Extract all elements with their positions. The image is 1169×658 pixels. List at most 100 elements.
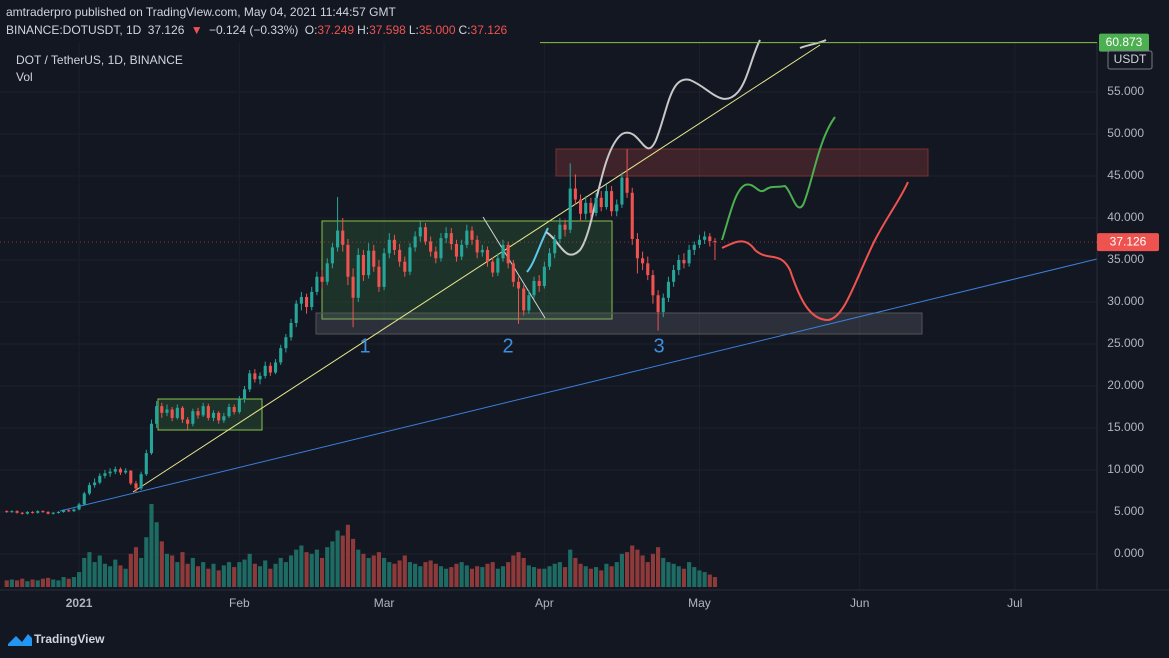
volume-bar [299, 545, 304, 587]
volume-bar [108, 566, 113, 587]
volume-bar [325, 547, 330, 587]
candle-body [93, 482, 97, 486]
candle-body [155, 406, 159, 424]
volume-bar [175, 562, 180, 587]
last-price-box [1097, 233, 1159, 252]
legend-volume: Vol [16, 70, 33, 84]
candle-body [299, 296, 303, 304]
volume-bar [66, 578, 71, 587]
volume-bar [247, 553, 252, 587]
volume-bar [645, 562, 650, 587]
volume-bar [454, 563, 459, 587]
volume-bar [681, 568, 687, 587]
volume-bar [82, 557, 87, 587]
volume-bar [500, 566, 506, 587]
volume-bar [707, 574, 712, 587]
resistance-box [555, 148, 929, 177]
candle-body [429, 241, 433, 252]
candle-body [511, 263, 515, 282]
currency-label: USDT [1114, 52, 1147, 66]
candle-body [584, 202, 588, 214]
candle-body [25, 511, 29, 514]
candle-body [113, 469, 117, 472]
candle-body [232, 406, 236, 413]
volume-bar [702, 572, 707, 587]
level-label: 60.873 [1106, 35, 1143, 49]
candle-body [227, 406, 231, 417]
volume-bar [438, 566, 444, 587]
volume-bar [552, 563, 557, 587]
candle-body [139, 474, 143, 489]
candle-body [408, 247, 412, 272]
volume-bar [133, 547, 139, 587]
volume-bar [397, 560, 402, 587]
y-tick-label: 20.000 [1107, 378, 1144, 392]
publish-line: amtraderpro published on TradingView.com… [6, 5, 399, 19]
candle-body [491, 261, 495, 273]
candle-body [610, 191, 614, 212]
candle-body [222, 416, 226, 421]
volume-bar [97, 555, 102, 587]
candle-body [527, 295, 531, 311]
candle-body [305, 296, 309, 308]
candle-body [651, 275, 655, 296]
volume-bar [547, 566, 552, 587]
candle-body [434, 251, 438, 259]
volume-bar [35, 580, 40, 587]
volume-bar [232, 567, 237, 587]
volume-bar [14, 580, 20, 587]
projection-curve [721, 181, 909, 322]
candle-body [398, 249, 402, 262]
volume-bar [335, 530, 340, 587]
candle-body [661, 297, 665, 313]
candle-body [635, 238, 639, 259]
volume-bar [268, 568, 273, 587]
volume-bar [190, 557, 195, 587]
volume-bar [351, 538, 356, 587]
candle-body [485, 249, 490, 262]
candle-body [547, 253, 552, 267]
volume-bar [283, 562, 288, 587]
candle-body [124, 470, 128, 473]
candle-body [501, 244, 505, 259]
candle-body [15, 511, 19, 513]
candle-body [387, 239, 391, 254]
currency-box [1107, 50, 1153, 70]
candle-body [211, 412, 216, 418]
volume-bar [164, 553, 170, 587]
candle-body [310, 291, 314, 308]
volume-bar [273, 563, 278, 587]
footer-brand: TradingView [34, 632, 105, 646]
volume-bar [526, 565, 531, 587]
candle-body [294, 303, 298, 323]
volume-bar [537, 568, 542, 587]
volume-bar [671, 563, 676, 587]
ohlc: O:37.249 H:37.598 L:35.000 C:37.126 [305, 23, 511, 37]
candle-body [703, 236, 707, 240]
volume-bar [61, 577, 66, 587]
candle-body [682, 259, 686, 264]
volume-bar [77, 572, 82, 587]
last-price-label: 37.126 [1110, 234, 1147, 248]
volume-bar [630, 545, 635, 587]
volume-bar [113, 559, 118, 587]
candle-body [439, 238, 443, 259]
y-tick-label: 35.000 [1107, 252, 1144, 266]
candle-body [594, 197, 598, 213]
candle-body [237, 399, 241, 413]
candle-body [5, 511, 9, 513]
y-tick-label: 15.000 [1107, 420, 1144, 434]
volume-bar [593, 567, 599, 587]
volume-bar [278, 557, 283, 587]
candle-body [573, 188, 577, 200]
candle-body [589, 202, 593, 213]
candle-body [563, 224, 567, 230]
candle-body [242, 389, 247, 400]
volume-bar [625, 552, 630, 587]
candle-body [558, 224, 562, 239]
volume-bar [656, 547, 661, 587]
volume-bar [356, 549, 361, 587]
y-tick-label: 0.000 [1114, 546, 1144, 560]
candle-body [41, 511, 45, 513]
